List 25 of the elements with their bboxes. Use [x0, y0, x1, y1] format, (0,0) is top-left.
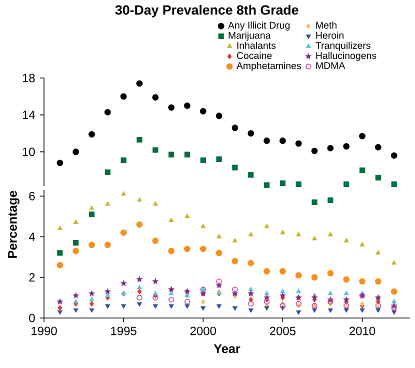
legend-label: Hallucinogens [316, 52, 376, 61]
legend-label: Amphetamines [236, 62, 302, 72]
y-tick-label: 14 [22, 110, 35, 120]
y-tick-label: 2 [29, 273, 35, 282]
y-tick-label: 18 [22, 74, 35, 82]
y-axis-title: Percentage [8, 190, 20, 258]
x-tick-label: 1990 [32, 326, 57, 336]
y-tick-label: 4 [28, 232, 35, 241]
legend-label: Inhalants [237, 42, 276, 49]
x-tick-label: 2005 [270, 326, 296, 336]
legend-label: Meth [316, 22, 336, 29]
legend-label: Heroin [316, 32, 344, 39]
legend-label: Any Illicit Drug [228, 22, 290, 31]
legend-label: Marijuana [228, 32, 271, 41]
x-tick-label: 2000 [190, 326, 216, 336]
legend-label: Tranquilizers [316, 42, 370, 51]
x-axis-title: Year [214, 344, 240, 354]
y-tick-label: 0 [29, 314, 35, 322]
y-tick-label: 10 [22, 148, 35, 156]
chart-title: 30-Day Prevalence 8th Grade [115, 4, 298, 18]
legend-label: Cocaine [236, 52, 272, 60]
x-tick-label: 2010 [350, 326, 376, 336]
x-tick-label: 1995 [111, 326, 136, 336]
y-tick-label: 6 [29, 192, 35, 200]
legend-label: MDMA [316, 62, 346, 69]
